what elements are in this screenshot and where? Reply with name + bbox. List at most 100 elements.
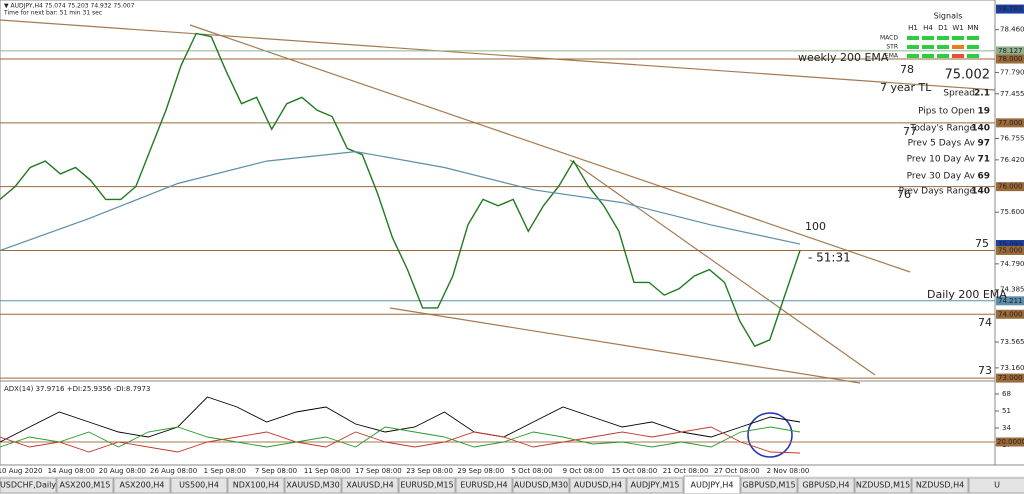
x-tick-label: 10 Aug 2020 <box>0 467 42 475</box>
tab-label[interactable]: EURUSD,M15 <box>400 481 453 490</box>
annotation: 78 <box>900 63 914 76</box>
price-tag <box>996 4 1024 14</box>
tab-label[interactable]: NDX100,H4 <box>233 481 280 490</box>
tab[interactable] <box>398 477 456 494</box>
tab-label[interactable]: ASX200,H4 <box>120 481 165 490</box>
tab[interactable] <box>740 477 798 494</box>
tab-label[interactable]: NZDUSD,M15 <box>856 481 910 490</box>
annotation: weekly 200 EMA <box>798 51 889 64</box>
tab[interactable] <box>455 477 513 494</box>
tab[interactable] <box>797 477 855 494</box>
tab-label[interactable]: AUDUSD,H4 <box>574 481 622 490</box>
tab[interactable] <box>968 477 1024 494</box>
level-label: 20.0000 <box>997 438 1024 446</box>
tab[interactable] <box>341 477 399 494</box>
tab-label[interactable]: XAUUSD,M30 <box>286 481 340 490</box>
price-tag <box>996 309 1024 319</box>
tab[interactable] <box>569 477 627 494</box>
price-tag-label: 77.000 <box>998 119 1023 127</box>
y-tick-label: 77.790 <box>1000 68 1024 76</box>
tab[interactable] <box>0 477 57 494</box>
x-tick-label: 14 Aug 08:00 <box>48 467 95 475</box>
trendline <box>189 24 911 273</box>
tab-label[interactable]: AUDJPY,H4 <box>690 481 733 490</box>
signals-title: Signals <box>934 12 963 21</box>
signal-column: H4 <box>923 24 933 32</box>
tab-label[interactable]: ASX200,M15 <box>60 481 111 490</box>
x-tick-label: 23 Sep 08:00 <box>406 467 453 475</box>
x-tick-label: 20 Aug 08:00 <box>99 467 146 475</box>
y-tick-label: 76.755 <box>1000 134 1024 142</box>
signal-column: D1 <box>938 24 948 32</box>
stat-value: 2.1 <box>974 89 990 99</box>
y-tick-label: 74.790 <box>1000 260 1024 268</box>
signal-cell <box>952 36 964 40</box>
tab[interactable] <box>56 477 114 494</box>
tab[interactable] <box>170 477 228 494</box>
signal-row: EMA <box>885 53 899 60</box>
series-line <box>0 426 801 448</box>
y-tick-label: 78.460 <box>1000 26 1024 34</box>
x-tick-label: 17 Sep 08:00 <box>355 467 402 475</box>
signal-cell <box>907 45 919 49</box>
price-tag <box>996 245 1024 255</box>
x-tick-label: 15 Oct 08:00 <box>612 467 658 475</box>
tab[interactable] <box>911 477 969 494</box>
y-tick-label: 68 <box>1002 390 1011 398</box>
signal-cell <box>922 36 934 40</box>
signal-row: STR <box>886 44 898 51</box>
y-tick-label: 34 <box>1002 424 1011 432</box>
signal-cell <box>967 54 979 58</box>
stat-label: Pips to Open <box>918 107 975 117</box>
signal-cell <box>937 45 949 49</box>
trendlines <box>0 19 996 384</box>
price-tag-label: 75.000 <box>998 246 1023 254</box>
tab-label[interactable]: GBPUSD,H4 <box>802 481 849 490</box>
price-tag-label: 73.000 <box>998 374 1023 382</box>
annotation: Daily 200 EMA <box>927 288 1007 301</box>
tab[interactable] <box>512 477 570 494</box>
trendline <box>569 159 876 376</box>
price-tag <box>996 240 1024 250</box>
adx-title: ADX(14) 37.9716 +DI:25.9356 -DI:8.7973 <box>4 385 150 393</box>
stat-label: Prev Days Range <box>899 187 976 197</box>
y-tick-label: 74.385 <box>1000 286 1024 294</box>
tab[interactable] <box>683 475 741 494</box>
tab-label[interactable]: AUDUSD,M30 <box>514 481 568 490</box>
x-tick-label: 7 Sep 08:00 <box>255 467 297 475</box>
price-tag-label: 74.000 <box>998 310 1023 318</box>
highlight-circle <box>747 412 793 458</box>
stat-label: Today's Range <box>909 124 975 134</box>
tab-label[interactable]: U <box>994 481 1000 490</box>
signal-cell <box>967 45 979 49</box>
tab[interactable] <box>113 477 171 494</box>
x-tick-label: 27 Oct 08:00 <box>714 467 760 475</box>
price-tag <box>996 437 1024 447</box>
y-tick-label: 77.455 <box>1000 90 1024 98</box>
tab[interactable] <box>227 477 285 494</box>
stat-value: 140 <box>971 124 990 134</box>
tab-label[interactable]: EURUSD,H4 <box>460 481 507 490</box>
tab-label[interactable]: NZDUSD,H4 <box>916 481 964 490</box>
price-tag-label: 78.783 <box>998 5 1023 13</box>
price-tag <box>996 46 1024 56</box>
tab-label[interactable]: USDCHF,Daily <box>0 481 56 490</box>
tab-label[interactable]: AUDJPY,M15 <box>630 481 679 490</box>
signal-column: W1 <box>952 24 963 32</box>
annotation: 75 <box>975 237 989 250</box>
x-tick-label: 2 Nov 08:00 <box>767 467 810 475</box>
tab[interactable] <box>626 477 684 494</box>
x-tick-label: 29 Sep 08:00 <box>457 467 504 475</box>
stat-value: 69 <box>977 172 990 182</box>
tab-label[interactable]: GBPUSD,M15 <box>742 481 795 490</box>
tab[interactable] <box>854 477 912 494</box>
annotation: 77 <box>903 125 917 138</box>
price-tag <box>996 118 1024 128</box>
price-tag <box>996 54 1024 64</box>
stat-label: Prev 5 Days Av <box>908 139 976 149</box>
tab-label[interactable]: XAUUSD,H4 <box>346 481 394 490</box>
tab[interactable] <box>284 477 342 494</box>
stat-value: 19 <box>977 107 990 117</box>
tab-label[interactable]: US500,H4 <box>179 481 219 490</box>
